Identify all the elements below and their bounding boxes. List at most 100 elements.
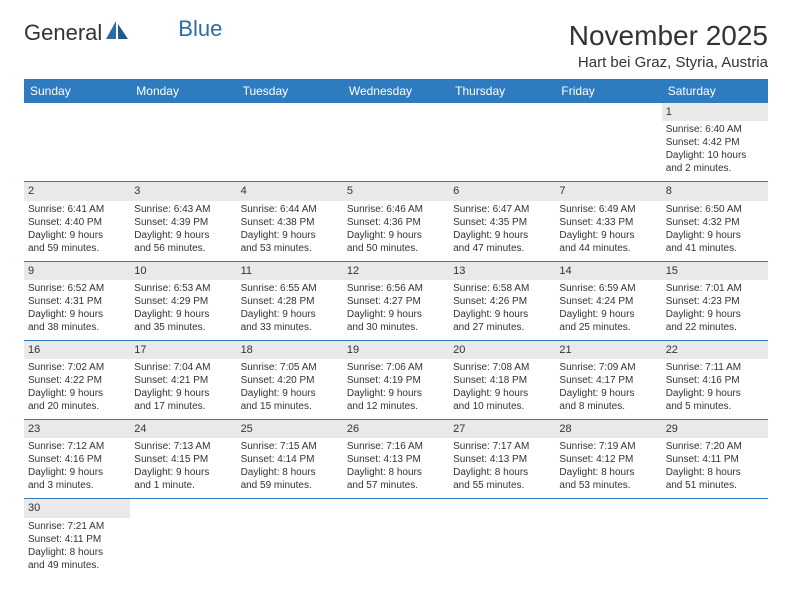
day-number — [130, 499, 236, 518]
weekday-header: Tuesday — [237, 79, 343, 103]
calendar-table: SundayMondayTuesdayWednesdayThursdayFrid… — [24, 79, 768, 578]
sunset-line: Sunset: 4:28 PM — [241, 295, 339, 308]
sunrise-line: Sunrise: 6:59 AM — [559, 282, 657, 295]
day-cell: Sunrise: 7:02 AMSunset: 4:22 PMDaylight:… — [24, 359, 130, 420]
day-cell: Sunrise: 7:19 AMSunset: 4:12 PMDaylight:… — [555, 438, 661, 499]
sunrise-line: Sunrise: 7:11 AM — [666, 361, 764, 374]
sunset-line: Sunset: 4:33 PM — [559, 216, 657, 229]
daynum-row: 30 — [24, 499, 768, 518]
day-number: 11 — [237, 261, 343, 280]
daylight-line1: Daylight: 8 hours — [28, 546, 126, 559]
daylight-line2: and 20 minutes. — [28, 400, 126, 413]
day-number: 21 — [555, 340, 661, 359]
day-number: 17 — [130, 340, 236, 359]
sunset-line: Sunset: 4:11 PM — [28, 533, 126, 546]
sunset-line: Sunset: 4:21 PM — [134, 374, 232, 387]
day-content-row: Sunrise: 7:12 AMSunset: 4:16 PMDaylight:… — [24, 438, 768, 499]
day-number — [555, 103, 661, 121]
sunrise-line: Sunrise: 7:13 AM — [134, 440, 232, 453]
day-cell: Sunrise: 7:20 AMSunset: 4:11 PMDaylight:… — [662, 438, 768, 499]
daylight-line1: Daylight: 9 hours — [559, 229, 657, 242]
page-title: November 2025 — [569, 20, 768, 52]
day-cell: Sunrise: 7:08 AMSunset: 4:18 PMDaylight:… — [449, 359, 555, 420]
weekday-header: Thursday — [449, 79, 555, 103]
day-cell: Sunrise: 6:56 AMSunset: 4:27 PMDaylight:… — [343, 280, 449, 341]
daylight-line1: Daylight: 9 hours — [453, 308, 551, 321]
day-cell: Sunrise: 6:41 AMSunset: 4:40 PMDaylight:… — [24, 201, 130, 262]
daylight-line1: Daylight: 9 hours — [666, 387, 764, 400]
sunrise-line: Sunrise: 7:06 AM — [347, 361, 445, 374]
sunset-line: Sunset: 4:19 PM — [347, 374, 445, 387]
weekday-header: Sunday — [24, 79, 130, 103]
day-number: 9 — [24, 261, 130, 280]
day-number: 30 — [24, 499, 130, 518]
day-cell: Sunrise: 7:15 AMSunset: 4:14 PMDaylight:… — [237, 438, 343, 499]
day-cell — [130, 121, 236, 182]
sunrise-line: Sunrise: 6:43 AM — [134, 203, 232, 216]
daylight-line1: Daylight: 9 hours — [134, 308, 232, 321]
daylight-line1: Daylight: 9 hours — [241, 308, 339, 321]
sunset-line: Sunset: 4:31 PM — [28, 295, 126, 308]
sunset-line: Sunset: 4:38 PM — [241, 216, 339, 229]
day-cell: Sunrise: 6:55 AMSunset: 4:28 PMDaylight:… — [237, 280, 343, 341]
daylight-line2: and 25 minutes. — [559, 321, 657, 334]
day-cell: Sunrise: 6:58 AMSunset: 4:26 PMDaylight:… — [449, 280, 555, 341]
day-cell: Sunrise: 6:46 AMSunset: 4:36 PMDaylight:… — [343, 201, 449, 262]
day-number: 3 — [130, 182, 236, 201]
day-cell — [343, 518, 449, 578]
day-number: 20 — [449, 340, 555, 359]
sunset-line: Sunset: 4:15 PM — [134, 453, 232, 466]
day-number: 5 — [343, 182, 449, 201]
day-cell: Sunrise: 7:06 AMSunset: 4:19 PMDaylight:… — [343, 359, 449, 420]
day-number: 19 — [343, 340, 449, 359]
day-cell: Sunrise: 7:12 AMSunset: 4:16 PMDaylight:… — [24, 438, 130, 499]
day-number: 23 — [24, 420, 130, 439]
daylight-line2: and 49 minutes. — [28, 559, 126, 572]
daylight-line2: and 55 minutes. — [453, 479, 551, 492]
daylight-line2: and 5 minutes. — [666, 400, 764, 413]
day-number — [24, 103, 130, 121]
daylight-line1: Daylight: 9 hours — [559, 308, 657, 321]
weekday-header: Saturday — [662, 79, 768, 103]
daylight-line1: Daylight: 9 hours — [666, 229, 764, 242]
daylight-line2: and 56 minutes. — [134, 242, 232, 255]
day-number: 24 — [130, 420, 236, 439]
day-cell: Sunrise: 7:09 AMSunset: 4:17 PMDaylight:… — [555, 359, 661, 420]
day-number — [237, 103, 343, 121]
day-cell — [24, 121, 130, 182]
daylight-line1: Daylight: 9 hours — [28, 229, 126, 242]
daylight-line2: and 41 minutes. — [666, 242, 764, 255]
daylight-line1: Daylight: 9 hours — [28, 308, 126, 321]
daylight-line1: Daylight: 9 hours — [453, 387, 551, 400]
daylight-line2: and 8 minutes. — [559, 400, 657, 413]
daynum-row: 23242526272829 — [24, 420, 768, 439]
daylight-line1: Daylight: 9 hours — [134, 466, 232, 479]
day-cell: Sunrise: 6:53 AMSunset: 4:29 PMDaylight:… — [130, 280, 236, 341]
sunrise-line: Sunrise: 6:50 AM — [666, 203, 764, 216]
sunset-line: Sunset: 4:39 PM — [134, 216, 232, 229]
daynum-row: 9101112131415 — [24, 261, 768, 280]
daylight-line1: Daylight: 8 hours — [241, 466, 339, 479]
day-cell — [555, 518, 661, 578]
day-number: 29 — [662, 420, 768, 439]
sunrise-line: Sunrise: 6:44 AM — [241, 203, 339, 216]
sunrise-line: Sunrise: 7:21 AM — [28, 520, 126, 533]
sunset-line: Sunset: 4:22 PM — [28, 374, 126, 387]
day-cell: Sunrise: 6:47 AMSunset: 4:35 PMDaylight:… — [449, 201, 555, 262]
daylight-line2: and 33 minutes. — [241, 321, 339, 334]
day-cell — [237, 518, 343, 578]
daylight-line1: Daylight: 9 hours — [666, 308, 764, 321]
sunrise-line: Sunrise: 7:17 AM — [453, 440, 551, 453]
daylight-line2: and 30 minutes. — [347, 321, 445, 334]
day-number: 6 — [449, 182, 555, 201]
logo: General Blue — [24, 20, 222, 46]
sunset-line: Sunset: 4:42 PM — [666, 136, 764, 149]
daylight-line2: and 59 minutes. — [28, 242, 126, 255]
day-number — [343, 103, 449, 121]
day-cell — [449, 121, 555, 182]
sunset-line: Sunset: 4:16 PM — [666, 374, 764, 387]
daylight-line2: and 57 minutes. — [347, 479, 445, 492]
day-number: 16 — [24, 340, 130, 359]
daylight-line1: Daylight: 9 hours — [559, 387, 657, 400]
day-number: 27 — [449, 420, 555, 439]
